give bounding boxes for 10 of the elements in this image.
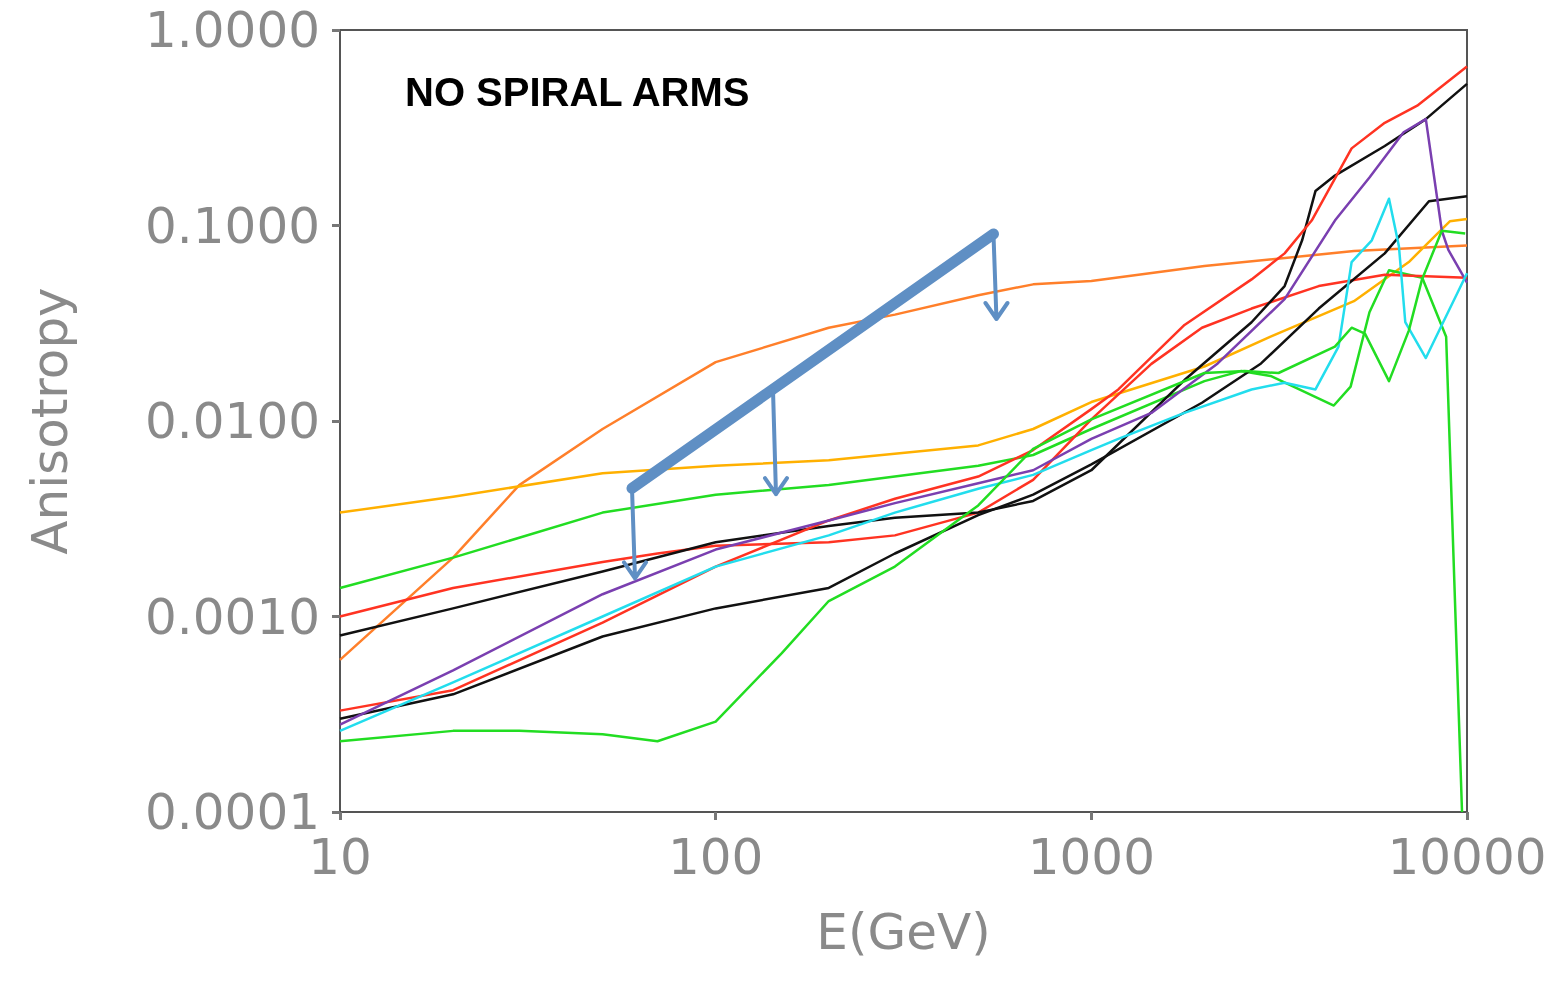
- y-tick-label: 0.0100: [145, 392, 320, 450]
- y-tick-label: 0.1000: [145, 196, 320, 255]
- y-tick-label: 0.0010: [145, 587, 320, 646]
- x-tick-label: 1000: [1027, 828, 1155, 886]
- x-tick-label: 10000: [1387, 828, 1547, 886]
- y-tick-label: 1.0000: [145, 1, 320, 59]
- y-axis-title: Anisotropy: [21, 287, 79, 555]
- annotation: NO SPIRAL ARMS: [405, 70, 750, 114]
- x-axis-title: E(GeV): [816, 903, 991, 961]
- x-tick-label: 100: [667, 828, 764, 886]
